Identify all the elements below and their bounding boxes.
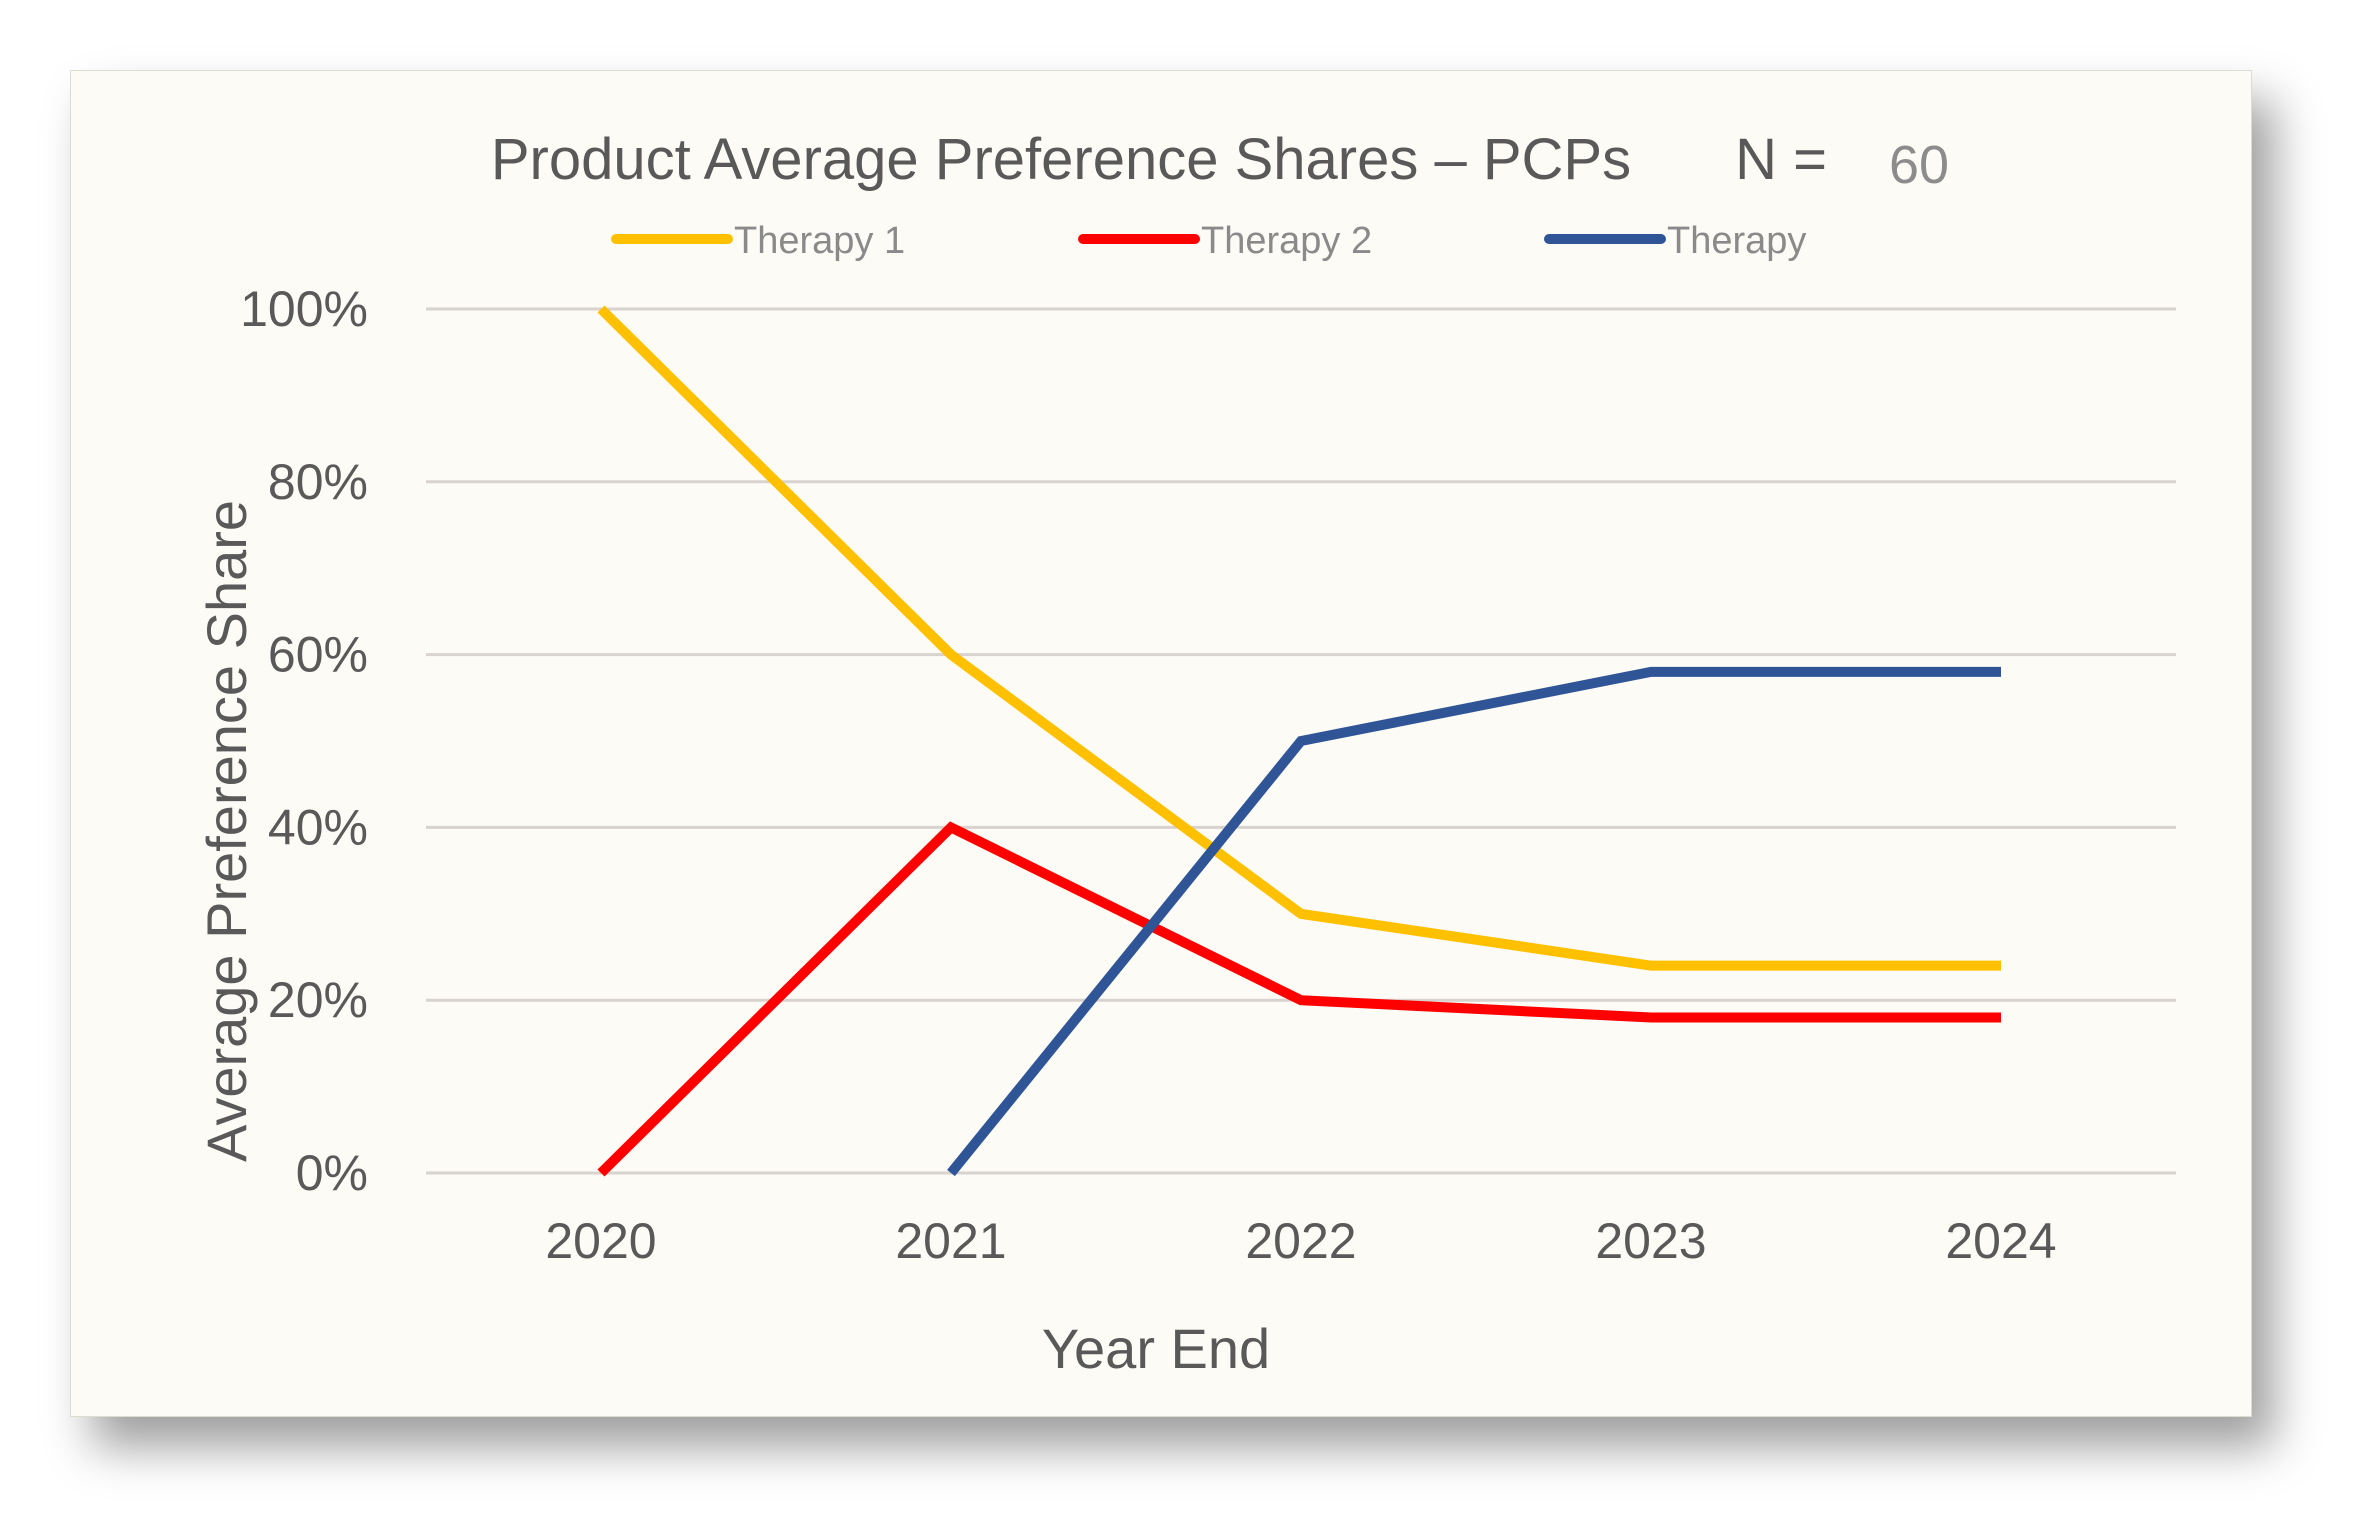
y-tick-label: 20% bbox=[268, 972, 368, 1028]
legend-label-2: Therapy 2 bbox=[1201, 220, 1372, 262]
y-tick-label: 100% bbox=[240, 281, 368, 337]
x-tick-label: 2020 bbox=[545, 1213, 656, 1269]
line-chart: Product Average Preference Shares – PCPs… bbox=[195, 127, 2176, 1380]
legend-label-3: Therapy bbox=[1667, 220, 1806, 262]
x-tick-label: 2024 bbox=[1945, 1213, 2056, 1269]
n-value: 60 bbox=[1889, 135, 1949, 195]
x-axis-title: Year End bbox=[1042, 1317, 1270, 1380]
chart-title: Product Average Preference Shares – PCPs bbox=[491, 127, 1631, 192]
n-label: N = bbox=[1735, 127, 1827, 192]
x-tick-label: 2021 bbox=[895, 1213, 1006, 1269]
y-axis-ticks: 0% 20% 40% 60% 80% 100% bbox=[240, 281, 368, 1201]
y-tick-label: 40% bbox=[268, 799, 368, 855]
x-axis-ticks: 2020 2021 2022 2023 2024 bbox=[545, 1213, 2056, 1269]
x-tick-label: 2022 bbox=[1245, 1213, 1356, 1269]
series-line-2 bbox=[597, 821, 2001, 1177]
series-line-3 bbox=[947, 666, 2001, 1177]
y-tick-label: 80% bbox=[268, 454, 368, 510]
y-tick-label: 60% bbox=[268, 627, 368, 683]
x-tick-label: 2023 bbox=[1595, 1213, 1706, 1269]
series-line-1 bbox=[597, 305, 2001, 971]
y-tick-label: 0% bbox=[296, 1145, 368, 1201]
y-axis-title: Average Preference Share bbox=[195, 500, 258, 1162]
legend: Therapy 1 Therapy 2 Therapy bbox=[611, 220, 1806, 262]
chart-card: Product Average Preference Shares – PCPs… bbox=[70, 70, 2252, 1417]
legend-label-1: Therapy 1 bbox=[734, 220, 905, 262]
series-lines bbox=[597, 305, 2001, 1177]
